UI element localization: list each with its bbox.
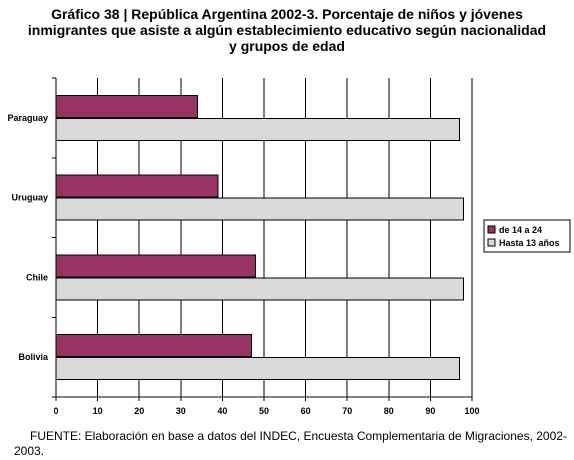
- x-tick-label-30: 30: [176, 406, 186, 416]
- legend-box: [483, 219, 571, 253]
- axes: Paraguay Uruguay Chile Bolivia 0 10 20 30 40 50 60…: [7, 77, 480, 416]
- bar-bolivia-series-1: [55, 334, 253, 358]
- category-label-bolivia: Bolivia: [18, 352, 49, 362]
- x-tick-label-60: 60: [301, 406, 311, 416]
- x-tick-label-10: 10: [93, 406, 103, 416]
- x-tick-label-20: 20: [134, 406, 144, 416]
- bar-paraguay-series-1: [55, 94, 198, 118]
- legend-label-2: Hasta 13 años: [499, 238, 560, 248]
- x-tick-label-50: 50: [259, 406, 269, 416]
- x-tick-label-40: 40: [217, 406, 227, 416]
- chart-title-line-2: inmigrantes que asiste a algún estableci…: [27, 22, 547, 38]
- chart-title-line-1: Gráfico 38 | República Argentina 2002-3.…: [51, 6, 523, 22]
- legend-label-1: de 14 a 24: [499, 225, 542, 235]
- chart-title-line-3: y grupos de edad: [229, 38, 345, 54]
- bar-chile-series-2: [55, 277, 465, 301]
- bars: [55, 94, 465, 381]
- x-tick-label-70: 70: [342, 406, 352, 416]
- chart-title: Gráfico 38 | República Argentina 2002-3.…: [0, 6, 574, 54]
- x-tick-label-90: 90: [425, 406, 435, 416]
- category-label-paraguay: Paraguay: [7, 113, 48, 123]
- bar-paraguay-series-2: [55, 117, 461, 141]
- bar-bolivia-series-2: [55, 357, 461, 381]
- legend: de 14 a 24 Hasta 13 años: [483, 219, 571, 253]
- x-tick-label-100: 100: [464, 406, 479, 416]
- x-tick-label-0: 0: [53, 406, 58, 416]
- bar-uruguay-series-1: [55, 174, 219, 198]
- chart-source-note: FUENTE: Elaboración en base a datos del …: [14, 429, 567, 458]
- legend-swatch-1: [487, 225, 496, 234]
- x-tick-label-80: 80: [384, 406, 394, 416]
- legend-swatch-2: [487, 238, 496, 247]
- category-label-chile: Chile: [26, 272, 48, 282]
- category-label-uruguay: Uruguay: [11, 193, 48, 203]
- bar-chile-series-1: [55, 254, 257, 278]
- bar-uruguay-series-2: [55, 197, 465, 221]
